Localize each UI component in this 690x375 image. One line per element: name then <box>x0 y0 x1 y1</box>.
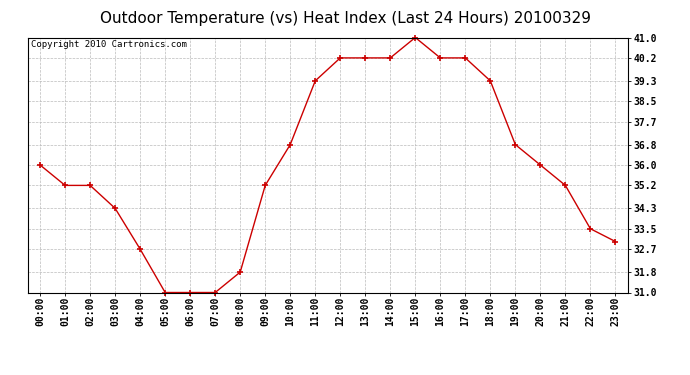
Text: Copyright 2010 Cartronics.com: Copyright 2010 Cartronics.com <box>30 40 186 49</box>
Text: Outdoor Temperature (vs) Heat Index (Last 24 Hours) 20100329: Outdoor Temperature (vs) Heat Index (Las… <box>99 11 591 26</box>
